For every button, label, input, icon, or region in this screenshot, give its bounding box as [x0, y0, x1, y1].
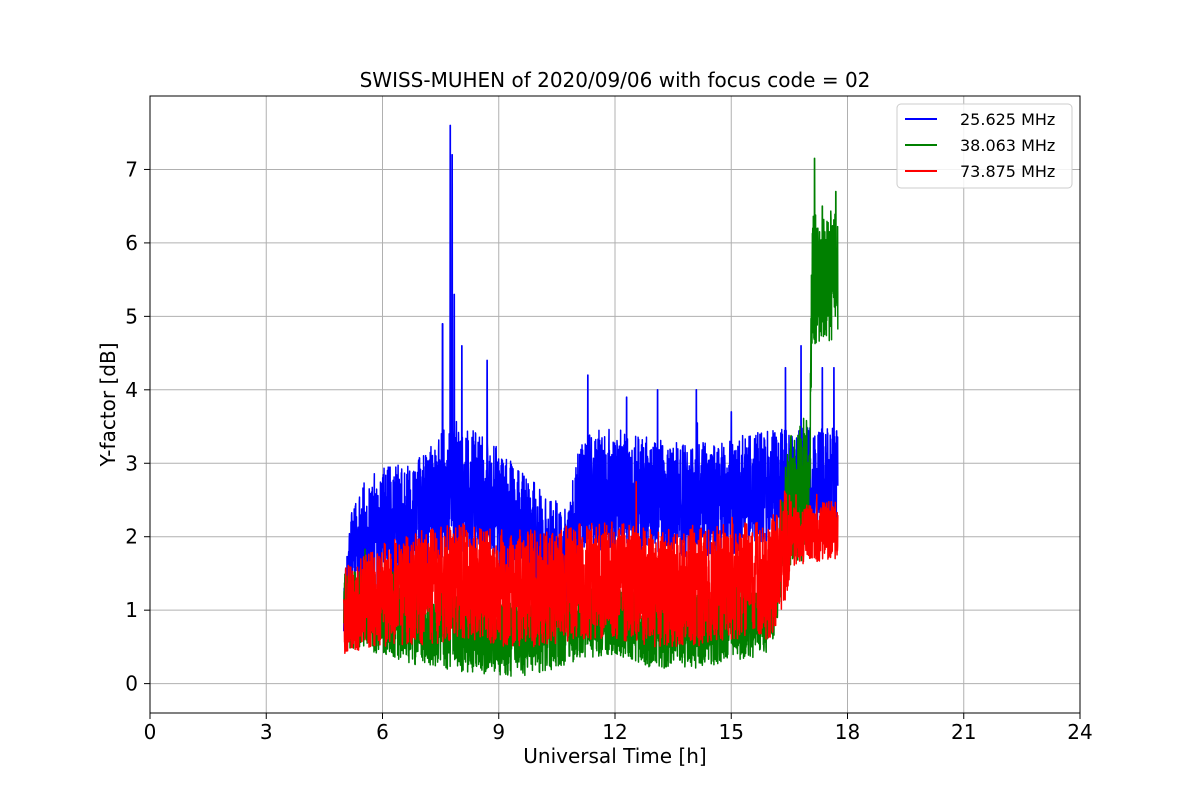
- y-tick-label: 1: [125, 598, 138, 622]
- series-line-1: [343, 124, 839, 632]
- y-tick-label: 6: [125, 231, 138, 255]
- x-tick-label: 12: [602, 720, 627, 744]
- y-axis-label: Y-factor [dB]: [96, 342, 120, 467]
- x-tick-label: 6: [376, 720, 389, 744]
- legend-box: [896, 103, 1073, 189]
- series-layer: [343, 124, 839, 677]
- x-tick-label: 24: [1067, 720, 1092, 744]
- legend-label: 73.875 MHz: [960, 162, 1055, 181]
- y-tick-label: 0: [125, 672, 138, 696]
- x-axis-label: Universal Time [h]: [523, 744, 706, 768]
- y-tick-label: 3: [125, 451, 138, 475]
- x-tick-label: 18: [835, 720, 860, 744]
- x-tick-label: 3: [260, 720, 273, 744]
- y-tick-label: 2: [125, 525, 138, 549]
- y-tick-label: 7: [125, 157, 138, 181]
- x-tick-label: 9: [492, 720, 505, 744]
- y-tick-label: 4: [125, 378, 138, 402]
- chart-title: SWISS-MUHEN of 2020/09/06 with focus cod…: [360, 68, 871, 92]
- x-tick-label: 0: [144, 720, 157, 744]
- x-tick-label: 15: [719, 720, 744, 744]
- y-tick-label: 5: [125, 304, 138, 328]
- series-line-3: [343, 480, 839, 655]
- x-tick-label: 21: [951, 720, 976, 744]
- legend-label: 38.063 MHz: [960, 136, 1055, 155]
- legend: 25.625 MHz 38.063 MHz 73.875 MHz: [896, 103, 1073, 189]
- legend-label: 25.625 MHz: [960, 110, 1055, 129]
